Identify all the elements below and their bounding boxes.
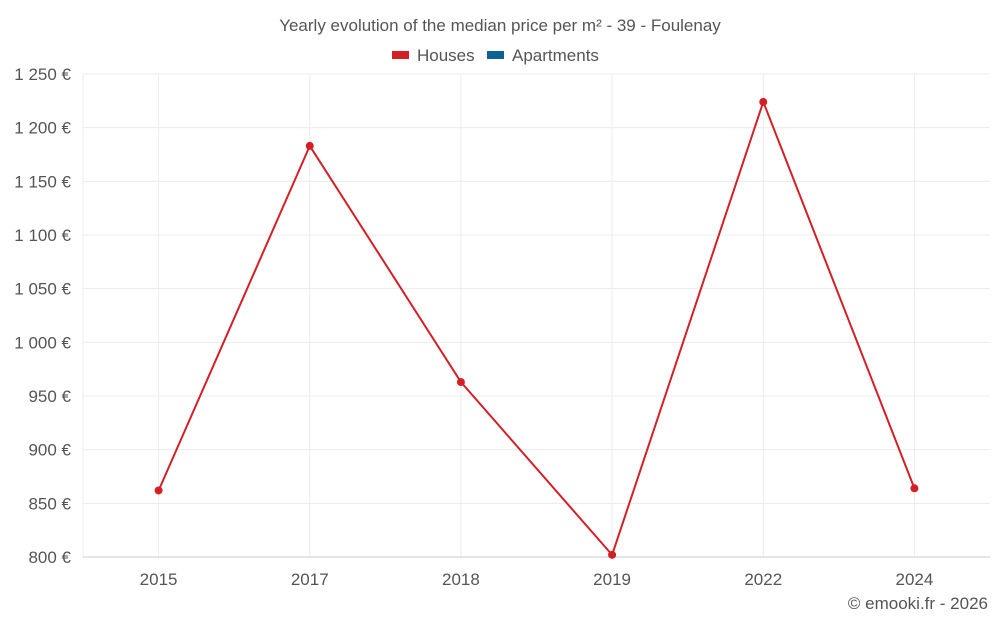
legend-label-apartments: Apartments: [512, 46, 599, 65]
legend-swatch-apartments: [487, 51, 504, 59]
x-tick-label: 2019: [593, 570, 631, 589]
x-tick-label: 2018: [442, 570, 480, 589]
series: [154, 97, 919, 559]
y-tick-label: 900 €: [28, 441, 71, 460]
legend-swatch-houses: [392, 51, 409, 59]
legend-item-houses[interactable]: Houses: [392, 46, 475, 65]
data-point-houses: [910, 484, 919, 493]
credit-label: © emooki.fr - 2026: [848, 594, 988, 613]
data-point-houses: [154, 486, 163, 495]
data-point-houses: [608, 550, 617, 559]
x-tick-label: 2015: [140, 570, 178, 589]
data-point-houses: [456, 378, 465, 387]
x-tick-label: 2022: [744, 570, 782, 589]
legend: Houses Apartments: [392, 46, 599, 65]
y-tick-label: 800 €: [28, 548, 71, 567]
x-tick-label: 2024: [896, 570, 934, 589]
axes: 800 € 850 € 900 € 950 € 1 000 € 1 050 € 1 100 …: [14, 65, 990, 589]
y-tick-label: 1 050 €: [14, 280, 71, 299]
legend-item-apartments[interactable]: Apartments: [487, 46, 599, 65]
y-tick-label: 1 100 €: [14, 226, 71, 245]
y-tick-label: 950 €: [28, 387, 71, 406]
chart-title: Yearly evolution of the median price per…: [279, 16, 721, 35]
series-line-houses: [157, 100, 916, 556]
y-tick-label: 850 €: [28, 494, 71, 513]
data-point-houses: [305, 141, 314, 150]
y-tick-label: 1 000 €: [14, 333, 71, 352]
grid: [82, 73, 990, 557]
x-tick-label: 2017: [291, 570, 329, 589]
data-point-houses: [759, 97, 768, 106]
legend-label-houses: Houses: [417, 46, 475, 65]
y-tick-label: 1 150 €: [14, 172, 71, 191]
y-tick-label: 1 250 €: [14, 65, 71, 84]
y-tick-label: 1 200 €: [14, 119, 71, 138]
